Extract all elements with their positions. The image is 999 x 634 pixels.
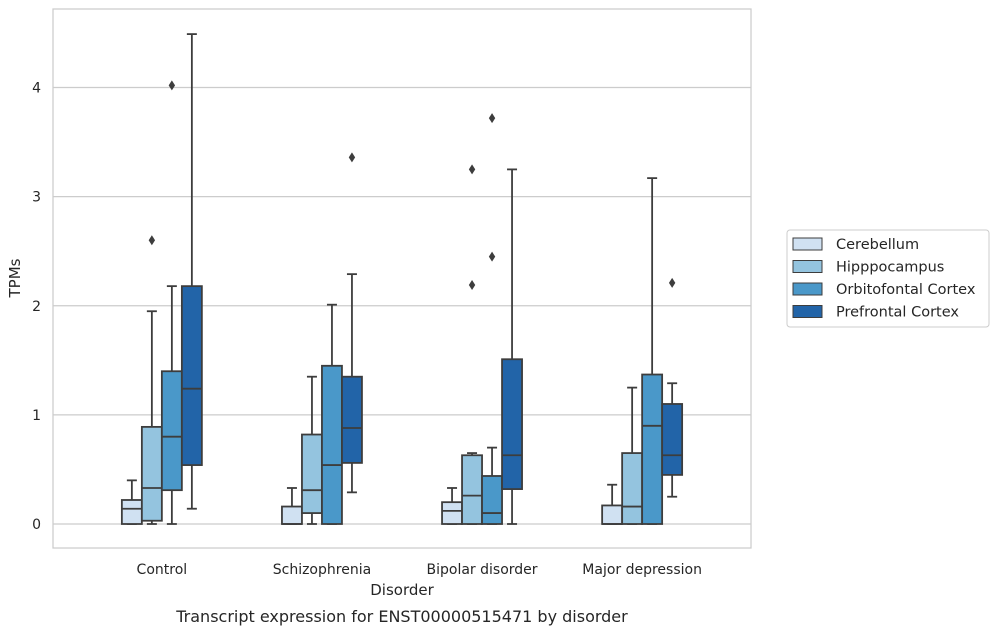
box-group	[661, 277, 684, 498]
legend-swatch	[792, 260, 823, 273]
box	[321, 364, 343, 525]
y-tick-label: 3	[32, 190, 41, 206]
box	[301, 433, 323, 514]
box	[341, 375, 363, 464]
box-group	[501, 168, 523, 525]
x-tick-label: Schizophrenia	[273, 562, 371, 578]
box-group	[461, 164, 483, 525]
legend-swatch	[792, 305, 823, 318]
y-tick-label: 2	[32, 299, 41, 315]
outlier-point	[148, 235, 156, 246]
box	[140, 425, 163, 522]
box-group	[140, 235, 163, 525]
box-group	[301, 375, 323, 525]
outlier-point	[468, 280, 476, 291]
box	[601, 504, 624, 525]
legend: Cerebellum Hipppocampus Orbitofontal Corte…	[786, 229, 990, 328]
legend-swatch	[792, 237, 823, 251]
legend-swatch	[792, 282, 823, 296]
x-tick-label: Bipolar disorder	[427, 562, 538, 578]
box-group	[441, 487, 463, 525]
box-group	[481, 113, 503, 525]
x-tick-label: Major depression	[582, 562, 702, 578]
legend-label: Orbitofontal Cortex	[836, 282, 976, 298]
x-tick-label: Control	[137, 562, 188, 578]
box	[180, 285, 203, 466]
outlier-point	[668, 277, 676, 288]
box	[461, 454, 483, 525]
box	[621, 452, 644, 525]
box-group	[281, 487, 303, 525]
box	[120, 499, 143, 525]
outlier-point	[488, 113, 496, 124]
box	[441, 501, 463, 525]
plot-frame	[52, 8, 752, 549]
box	[641, 373, 664, 525]
y-tick-label: 0	[32, 517, 41, 533]
box	[281, 505, 303, 525]
box-series	[120, 33, 684, 525]
legend-frame	[786, 229, 990, 328]
outlier-point	[468, 164, 476, 175]
box-group	[120, 479, 143, 525]
box	[661, 403, 684, 476]
y-axis-title: TPMs	[6, 258, 24, 298]
box	[501, 358, 523, 490]
box-group	[180, 33, 203, 510]
box-group	[341, 152, 363, 494]
legend-label: Prefrontal Cortex	[836, 305, 959, 321]
x-axis-title: Disorder	[370, 581, 434, 599]
y-tick-label: 1	[32, 408, 41, 424]
legend-label: Hipppocampus	[836, 260, 944, 276]
legend-label: Cerebellum	[836, 237, 919, 253]
box	[160, 370, 183, 492]
figure-caption: Transcript expression for ENST0000051547…	[175, 607, 628, 626]
outlier-point	[488, 251, 496, 262]
x-axis-ticks: Control Schizophrenia Bipolar disorder Majo…	[137, 562, 702, 578]
box	[481, 475, 503, 525]
y-axis-ticks: 0 1 2 3 4	[32, 81, 41, 533]
outlier-point	[168, 80, 176, 91]
outlier-point	[348, 152, 356, 163]
box-group	[601, 483, 624, 525]
y-tick-label: 4	[32, 81, 41, 97]
